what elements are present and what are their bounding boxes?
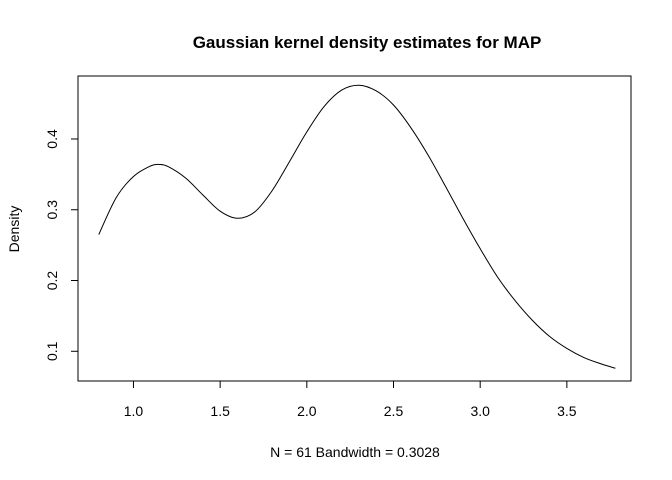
y-tick-label: 0.4 — [44, 129, 60, 149]
x-tick-label: 3.5 — [557, 403, 577, 419]
x-axis: 1.0 1.5 2.0 2.5 3.0 3.5 — [124, 380, 577, 419]
x-tick-label: 1.0 — [124, 403, 144, 419]
y-axis-label: Density — [6, 206, 22, 253]
y-tick-label: 0.1 — [44, 341, 60, 361]
y-tick-label: 0.3 — [44, 200, 60, 220]
density-curve — [98, 84, 616, 369]
x-tick-label: 2.5 — [384, 403, 404, 419]
x-tick-label: 3.0 — [470, 403, 490, 419]
y-axis: 0.1 0.2 0.3 0.4 — [44, 129, 79, 361]
chart-title: Gaussian kernel density estimates for MA… — [193, 33, 542, 52]
x-tick-label: 1.5 — [210, 403, 230, 419]
x-tick-label: 2.0 — [297, 403, 317, 419]
x-axis-label: N = 61 Bandwidth = 0.3028 — [270, 444, 440, 460]
y-tick-label: 0.2 — [44, 271, 60, 291]
